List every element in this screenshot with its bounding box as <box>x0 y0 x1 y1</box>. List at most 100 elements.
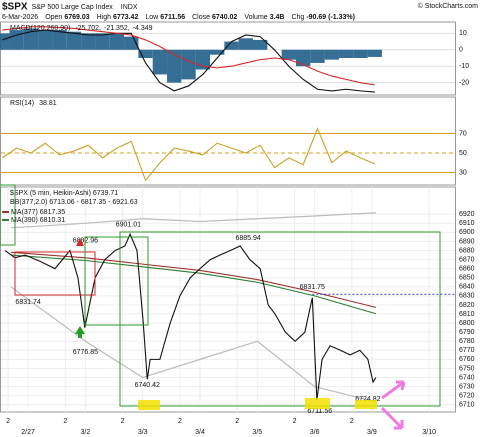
histogram-bar <box>353 49 368 59</box>
x-tick-label: 3/3 <box>138 429 148 436</box>
legend-entry: BB(377,2.0) 6713.06 - 6817.35 - 6921.63 <box>10 199 138 206</box>
histogram-bar <box>338 49 354 59</box>
x-tick-label: 3/10 <box>422 429 436 436</box>
panel-frame <box>0 96 456 186</box>
legend-entry: MA(377) 6817.35 <box>11 209 65 216</box>
x-tick-label: 2 <box>178 418 182 425</box>
annotation-label: 6711.56 <box>307 408 332 415</box>
x-tick-label: 2/27 <box>21 429 35 436</box>
histogram-bar <box>181 49 196 80</box>
panel-title: $SPX (5 min, Heikin-Ashi) 6739.71 <box>10 190 118 197</box>
header-text: 3.4B <box>270 14 285 21</box>
annotation-label: 6901.01 <box>116 221 141 228</box>
histogram-bar <box>152 49 168 75</box>
histogram-bar <box>52 30 67 50</box>
box <box>119 231 441 407</box>
legend-entry: 38.81 <box>39 100 57 107</box>
x-tick-label: 3/5 <box>252 429 262 436</box>
series-line <box>2 26 375 86</box>
y-tick-label: 6870 <box>459 256 475 263</box>
y-tick-label: 6790 <box>459 329 475 336</box>
annotation-label: 6740.42 <box>135 382 160 389</box>
x-tick-label: 3/6 <box>310 429 320 436</box>
header-text: INDX <box>121 4 138 11</box>
histogram-bar <box>109 33 125 50</box>
y-tick-label: 6900 <box>459 229 475 236</box>
histogram-bar <box>238 38 254 50</box>
panel-title: RSI(14) <box>10 100 34 107</box>
header-text: 6-Mar-2026 <box>2 14 38 21</box>
box <box>84 236 149 326</box>
x-tick-label: 2 <box>235 418 239 425</box>
histogram-bar <box>324 49 339 60</box>
x-tick-label: 3/4 <box>195 429 205 436</box>
y-tick-label: 6890 <box>459 238 475 245</box>
histogram-bar <box>210 49 225 55</box>
header-text: 6711.56 <box>160 14 185 21</box>
annotation-label: 6724.82 <box>355 396 380 403</box>
arrow-down <box>76 238 84 246</box>
header-text: Chg <box>291 14 304 21</box>
y-tick-label: 6730 <box>459 383 475 390</box>
histogram-bar <box>23 28 39 50</box>
x-tick-label: 2 <box>121 418 125 425</box>
arrow-up <box>75 326 85 338</box>
arrow <box>380 406 404 430</box>
histogram-bar <box>9 30 24 50</box>
y-tick-label: 6780 <box>459 338 475 345</box>
legend-entry: -21.352, <box>104 25 130 32</box>
bollinger-band <box>10 212 376 229</box>
annotation-label: 6776.85 <box>73 349 98 356</box>
legend-entry: -4.349 <box>133 25 153 32</box>
series-line <box>2 29 375 93</box>
histogram-bar <box>310 49 325 63</box>
y-tick-label: 30 <box>459 169 467 176</box>
header-text: 6773.42 <box>113 14 138 21</box>
annotation-label: 6831.74 <box>15 299 40 306</box>
histogram-bar <box>167 49 182 83</box>
header-text: -90.69 (-1.33%) <box>306 14 355 21</box>
y-tick-label: 70 <box>459 130 467 137</box>
histogram-bar <box>38 30 53 50</box>
header-text: Low <box>145 14 159 21</box>
y-tick-label: 50 <box>459 150 467 157</box>
y-tick-label: 6720 <box>459 393 475 400</box>
histogram-bar <box>253 39 268 50</box>
y-tick-label: -20 <box>459 80 469 87</box>
y-tick-label: 6840 <box>459 284 475 291</box>
legend-entry: MA(390) 6810.31 <box>11 217 65 224</box>
panel-title: MACD(120,260,90) <box>10 25 70 32</box>
y-tick-label: 6880 <box>459 247 475 254</box>
header-text: 6769.03 <box>64 14 89 21</box>
histogram-bar <box>295 49 311 67</box>
header-text: Close <box>192 14 210 21</box>
y-tick-label: 6710 <box>459 402 475 409</box>
header-text: High <box>97 14 112 21</box>
series-line <box>4 232 377 401</box>
y-tick-label: 6740 <box>459 374 475 381</box>
x-tick-label: 2 <box>63 418 67 425</box>
histogram-bar <box>224 41 239 50</box>
header-text: Open <box>45 14 62 21</box>
histogram-bar <box>281 49 296 60</box>
box <box>14 251 96 296</box>
annotation-label: 6831.75 <box>300 284 325 291</box>
y-tick-label: 6820 <box>459 302 475 309</box>
drawn-annotations <box>0 184 441 430</box>
y-tick-label: 6920 <box>459 211 475 218</box>
y-tick-label: -10 <box>459 63 469 70</box>
header-text: S&P 500 Large Cap Index <box>32 4 114 11</box>
legend-entry: -25.702, <box>75 25 101 32</box>
x-tick-label: 3/2 <box>81 429 91 436</box>
y-tick-label: 6860 <box>459 265 475 272</box>
x-tick-label: 2 <box>350 418 354 425</box>
highlight <box>355 400 377 409</box>
histogram-bar <box>81 33 96 50</box>
header-text: $SPX <box>2 2 28 13</box>
header-text: Volume <box>244 14 267 21</box>
y-tick-label: 6910 <box>459 220 475 227</box>
y-tick-label: 6800 <box>459 320 475 327</box>
panel-frame <box>0 21 456 96</box>
histogram-bar <box>0 33 10 50</box>
